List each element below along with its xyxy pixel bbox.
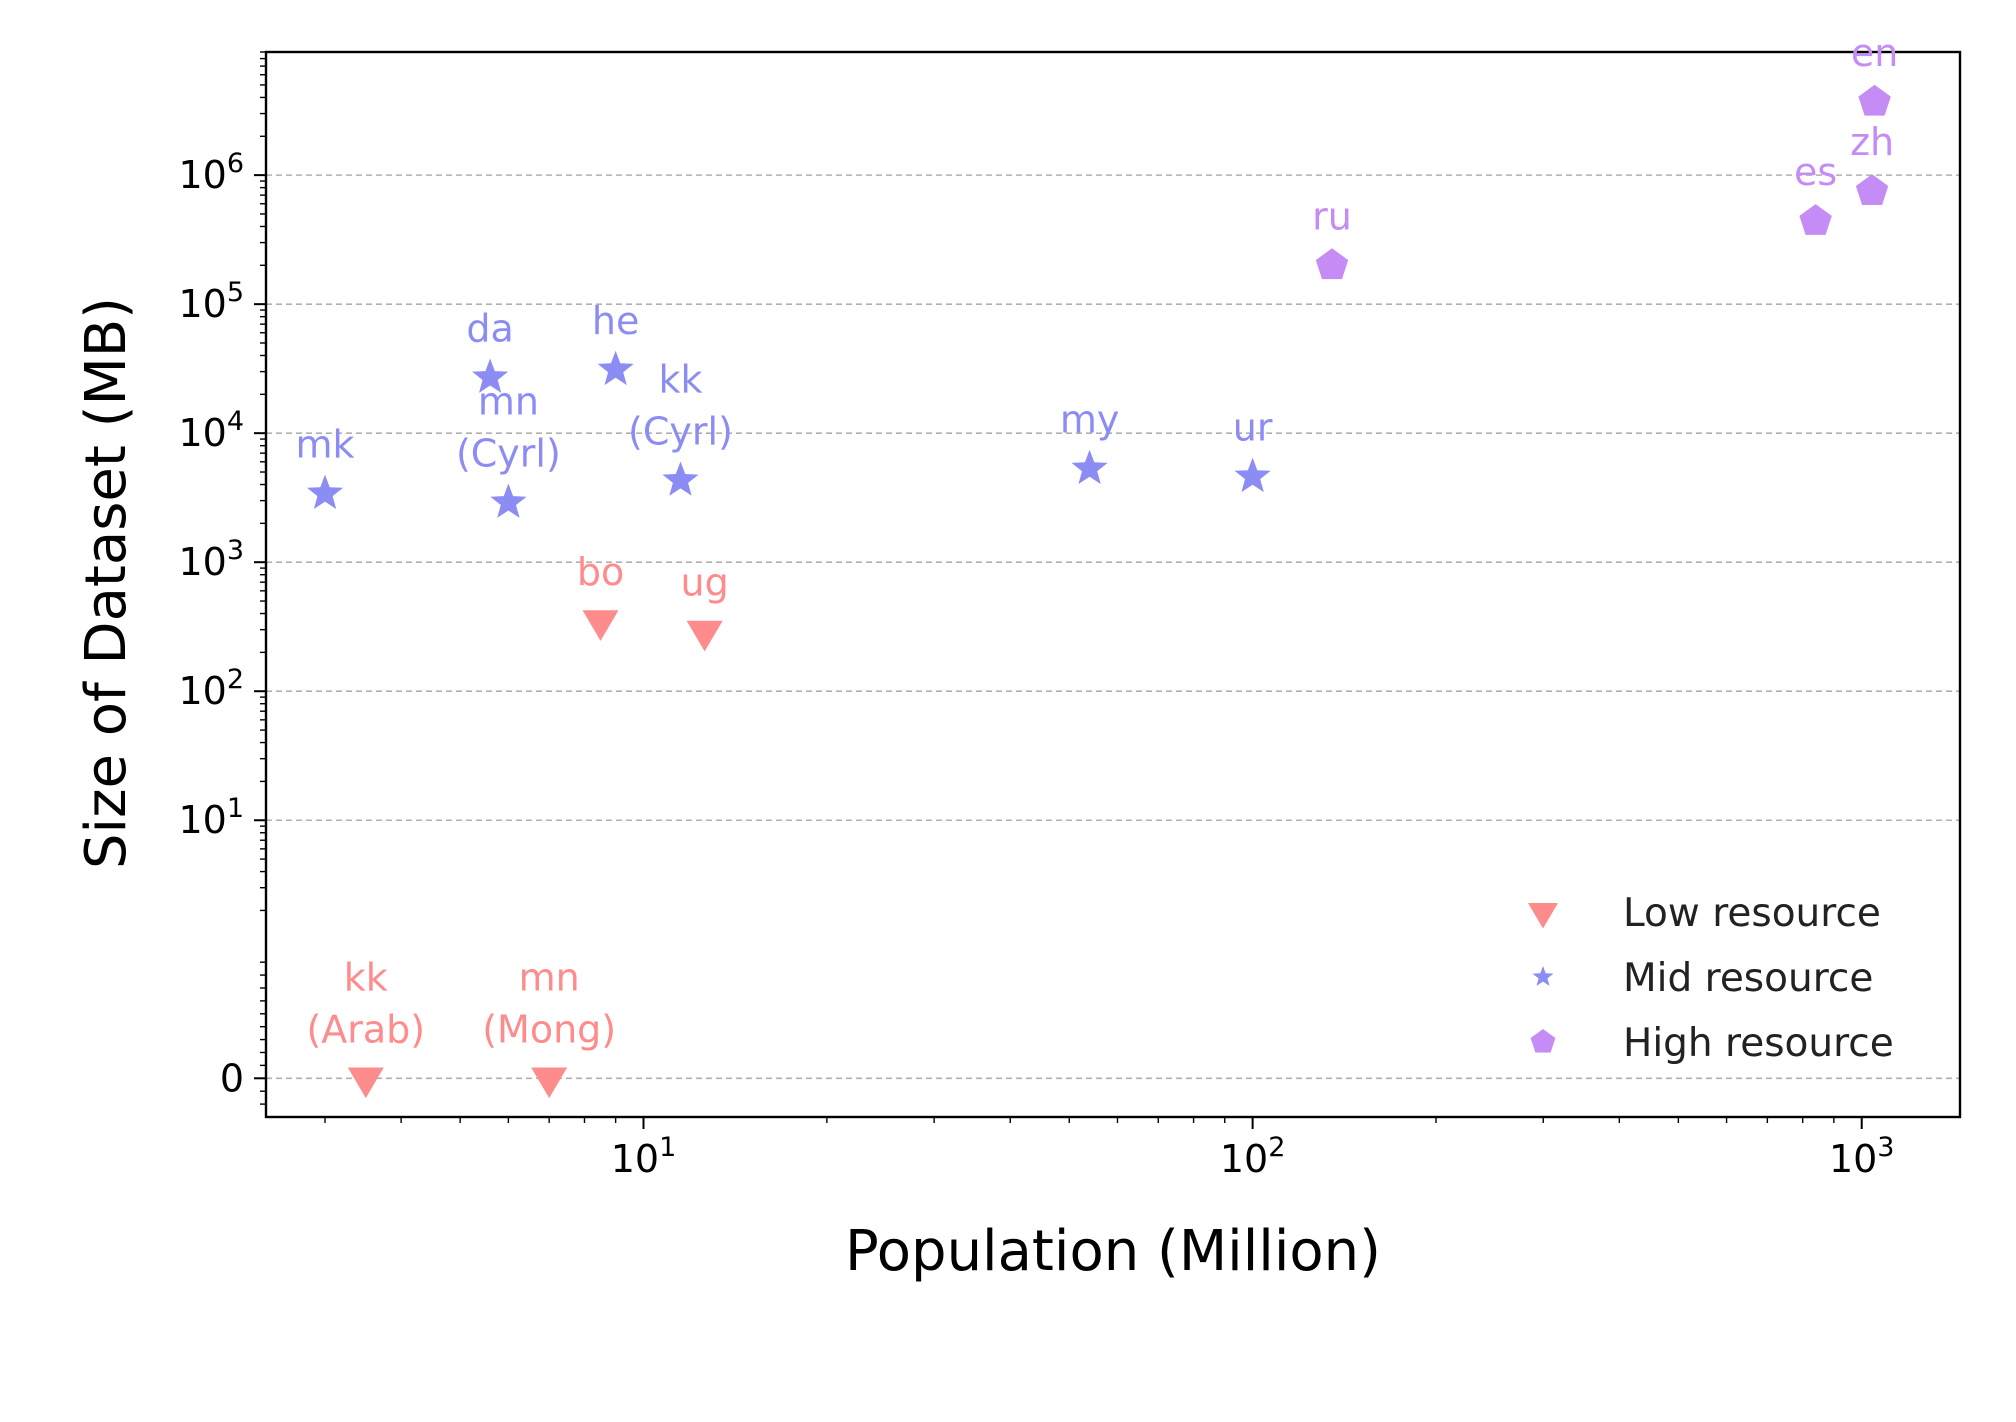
x-axis-title: Population (Million) (845, 1219, 1381, 1284)
data-point (686, 620, 723, 652)
point-labels: kk(Arab)mn(Mong)bo ugmkdamn(Cyrl)hekk(Cyr… (296, 31, 1899, 1051)
y-tick-label: 105 (178, 277, 244, 326)
data-markers (307, 84, 1891, 1099)
data-point (597, 350, 634, 386)
legend-marker (1528, 903, 1558, 929)
point-label: (Mong) (482, 1007, 616, 1051)
point-label: (Cyrl) (456, 432, 561, 476)
data-point (307, 474, 344, 509)
y-tick-label: 103 (178, 535, 244, 584)
point-label: (Arab) (306, 1007, 425, 1051)
point-label: mk (296, 423, 355, 467)
grid-lines (266, 174, 1960, 1080)
legend-label: Mid resource (1623, 956, 1873, 1001)
data-point (1858, 84, 1891, 116)
data-point (1799, 204, 1832, 235)
y-tick-label: 106 (178, 148, 244, 197)
legend-label: High resource (1623, 1021, 1894, 1066)
legend-marker (1532, 966, 1554, 986)
plot-area-frame (264, 50, 1962, 1119)
data-point (490, 483, 527, 518)
point-label: en (1851, 31, 1898, 75)
point-label: zh (1850, 120, 1894, 164)
x-tick-label: 102 (1220, 1132, 1286, 1181)
point-label: ur (1233, 406, 1273, 450)
y-tick-label: 101 (178, 793, 244, 842)
point-label: mn (478, 380, 539, 424)
point-label: (Cyrl) (628, 409, 733, 453)
x-tick-label: 101 (611, 1132, 677, 1181)
data-point (347, 1067, 384, 1099)
data-point (1855, 174, 1889, 205)
data-point (1234, 457, 1271, 493)
point-label: ug (681, 561, 729, 605)
y-tick-label: 0 (220, 1056, 244, 1100)
point-label: ru (1312, 194, 1352, 238)
point-label: my (1060, 398, 1120, 442)
point-label: kk (344, 955, 388, 999)
y-tick-label: 104 (178, 406, 244, 455)
point-label: he (592, 299, 639, 343)
x-tick-label: 103 (1829, 1132, 1895, 1181)
y-axis-title: Size of Dataset (MB) (74, 297, 139, 869)
legend: Low resource Mid resource High resource (1528, 891, 1894, 1066)
point-label: mn (519, 955, 580, 999)
legend-marker (1530, 1029, 1556, 1053)
data-point (582, 610, 619, 641)
point-label: da (466, 307, 513, 351)
legend-label: Low resource (1623, 891, 1881, 936)
data-point (472, 358, 509, 393)
point-label: es (1794, 150, 1837, 194)
data-point (662, 461, 699, 496)
point-label: bo (577, 550, 624, 594)
point-label: kk (658, 357, 702, 401)
data-point (1071, 449, 1108, 485)
y-tick-label: 102 (178, 664, 244, 713)
data-point (1315, 248, 1349, 280)
data-point (531, 1067, 568, 1099)
axis-ticks: 0 101 102 103 104 105 106 101 102 103 (178, 51, 1895, 1181)
